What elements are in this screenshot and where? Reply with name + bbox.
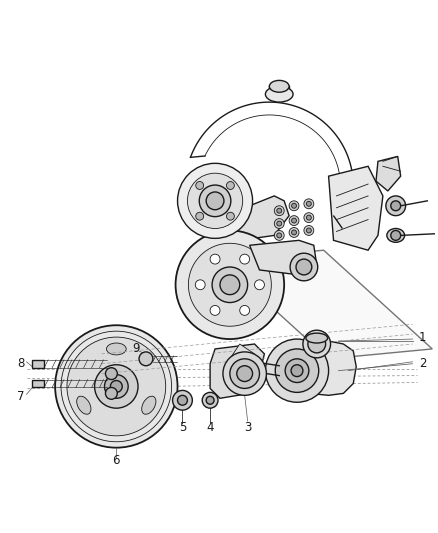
- Circle shape: [95, 365, 138, 408]
- Circle shape: [210, 305, 220, 316]
- Circle shape: [274, 206, 284, 216]
- Circle shape: [291, 365, 303, 377]
- Circle shape: [55, 325, 177, 448]
- Circle shape: [240, 254, 250, 264]
- Circle shape: [139, 352, 153, 366]
- Circle shape: [177, 395, 187, 405]
- Circle shape: [303, 330, 331, 358]
- Circle shape: [265, 339, 328, 402]
- Ellipse shape: [265, 86, 293, 102]
- Circle shape: [277, 208, 282, 213]
- Circle shape: [240, 305, 250, 316]
- Circle shape: [306, 215, 311, 220]
- Circle shape: [289, 216, 299, 225]
- Polygon shape: [376, 156, 401, 191]
- Ellipse shape: [306, 333, 328, 343]
- Circle shape: [274, 219, 284, 229]
- Circle shape: [391, 230, 401, 240]
- Text: 9: 9: [132, 342, 140, 356]
- Circle shape: [237, 366, 253, 382]
- Circle shape: [202, 392, 218, 408]
- Circle shape: [304, 213, 314, 223]
- Text: 8: 8: [17, 357, 24, 370]
- Circle shape: [110, 381, 122, 392]
- Text: 6: 6: [113, 454, 120, 467]
- Circle shape: [212, 267, 247, 303]
- Circle shape: [67, 337, 166, 436]
- Polygon shape: [210, 344, 265, 398]
- Circle shape: [306, 228, 311, 233]
- Circle shape: [304, 225, 314, 236]
- Circle shape: [289, 201, 299, 211]
- Circle shape: [230, 359, 259, 389]
- Circle shape: [292, 203, 297, 208]
- Circle shape: [306, 201, 311, 206]
- Circle shape: [289, 228, 299, 237]
- Circle shape: [220, 275, 240, 295]
- Circle shape: [195, 280, 205, 290]
- Circle shape: [274, 230, 284, 240]
- Ellipse shape: [77, 396, 91, 414]
- Text: 5: 5: [179, 422, 186, 434]
- Polygon shape: [32, 379, 44, 387]
- Circle shape: [277, 233, 282, 238]
- Polygon shape: [230, 344, 254, 359]
- Circle shape: [210, 254, 220, 264]
- Circle shape: [226, 212, 234, 220]
- Text: 2: 2: [419, 357, 426, 370]
- Ellipse shape: [106, 343, 126, 355]
- Text: 3: 3: [244, 422, 251, 434]
- Text: 1: 1: [419, 330, 426, 344]
- Circle shape: [226, 182, 234, 189]
- Ellipse shape: [269, 80, 289, 92]
- Circle shape: [304, 199, 314, 209]
- Polygon shape: [328, 166, 383, 250]
- Circle shape: [206, 397, 214, 404]
- Circle shape: [386, 196, 406, 216]
- Circle shape: [199, 185, 231, 216]
- Circle shape: [196, 182, 204, 189]
- Circle shape: [292, 218, 297, 223]
- Polygon shape: [220, 250, 432, 359]
- Circle shape: [196, 212, 204, 220]
- Polygon shape: [284, 341, 356, 395]
- Circle shape: [277, 221, 282, 226]
- Circle shape: [105, 375, 128, 398]
- Circle shape: [292, 230, 297, 235]
- Circle shape: [176, 230, 284, 339]
- Text: 7: 7: [17, 390, 24, 403]
- Circle shape: [290, 253, 318, 281]
- Polygon shape: [32, 360, 44, 368]
- Circle shape: [223, 352, 266, 395]
- Circle shape: [187, 173, 243, 229]
- Ellipse shape: [387, 229, 405, 243]
- Circle shape: [188, 243, 271, 326]
- Circle shape: [206, 192, 224, 209]
- Circle shape: [173, 390, 192, 410]
- Circle shape: [254, 280, 265, 290]
- Circle shape: [285, 359, 309, 383]
- Circle shape: [275, 349, 319, 392]
- Circle shape: [106, 368, 117, 379]
- Circle shape: [106, 387, 117, 399]
- Polygon shape: [250, 240, 317, 275]
- Circle shape: [296, 259, 312, 275]
- Polygon shape: [235, 196, 289, 240]
- Circle shape: [308, 335, 325, 353]
- Circle shape: [391, 201, 401, 211]
- Circle shape: [177, 163, 253, 238]
- Ellipse shape: [141, 396, 156, 414]
- Text: 4: 4: [206, 422, 214, 434]
